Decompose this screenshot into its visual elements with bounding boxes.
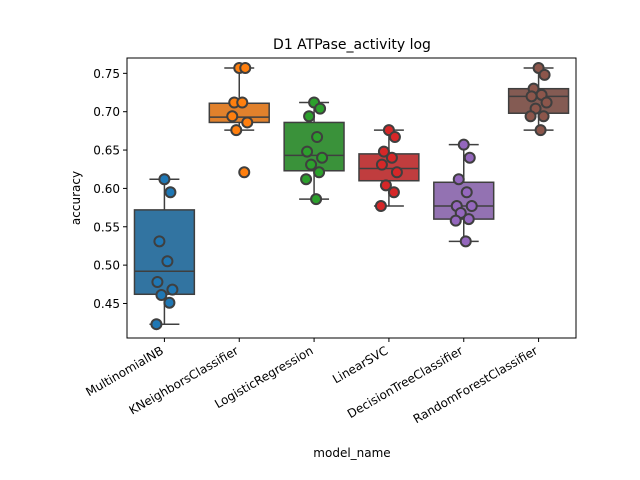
data-point [161, 255, 174, 268]
data-point [151, 276, 164, 288]
data-point [153, 235, 166, 248]
data-point [158, 173, 171, 186]
chart-title: D1 ATPase_activity log [273, 37, 431, 53]
data-point [238, 166, 251, 179]
data-point [310, 193, 323, 206]
y-tick-label: 0.65 [93, 144, 120, 158]
data-point [313, 166, 326, 179]
data-point [155, 289, 168, 302]
y-tick-label: 0.55 [93, 220, 120, 234]
y-tick-label: 0.60 [93, 182, 120, 196]
data-point [311, 131, 324, 144]
data-point [537, 110, 550, 123]
y-tick-label: 0.50 [93, 259, 120, 273]
data-point [388, 131, 401, 144]
data-point [452, 173, 465, 186]
data-point [463, 151, 476, 164]
data-point [387, 186, 400, 199]
data-point [465, 200, 478, 213]
axes-frame [126, 57, 577, 339]
data-point [379, 179, 392, 192]
data-point [303, 110, 316, 123]
data-point [390, 166, 403, 179]
data-point [525, 90, 538, 103]
data-point [538, 68, 551, 81]
data-point [377, 145, 390, 158]
data-point [163, 296, 176, 309]
data-point [150, 318, 163, 331]
data-point [462, 213, 475, 226]
data-point [314, 102, 327, 115]
data-point [316, 151, 329, 164]
y-tick-label: 0.75 [93, 67, 120, 81]
y-tick-label: 0.45 [93, 297, 120, 311]
data-point [230, 124, 243, 137]
x-axis-label: model_name [313, 446, 390, 460]
data-point [459, 235, 472, 248]
data-point [239, 61, 252, 74]
data-point [300, 173, 313, 186]
data-point [166, 283, 179, 296]
data-point [524, 110, 537, 123]
data-point [236, 96, 249, 109]
box-iqr [133, 209, 196, 296]
data-point [305, 158, 318, 171]
data-point [226, 110, 239, 123]
data-point [241, 116, 254, 129]
data-point [534, 124, 547, 137]
data-point [374, 200, 387, 213]
data-point [460, 186, 473, 199]
data-point [301, 145, 314, 158]
y-tick-label: 0.70 [93, 105, 120, 119]
data-point [385, 151, 398, 164]
data-point [540, 96, 553, 109]
data-point [164, 186, 177, 199]
data-point [457, 138, 470, 151]
data-point [449, 214, 462, 227]
data-point [375, 158, 388, 171]
y-axis-label: accuracy [69, 171, 83, 225]
